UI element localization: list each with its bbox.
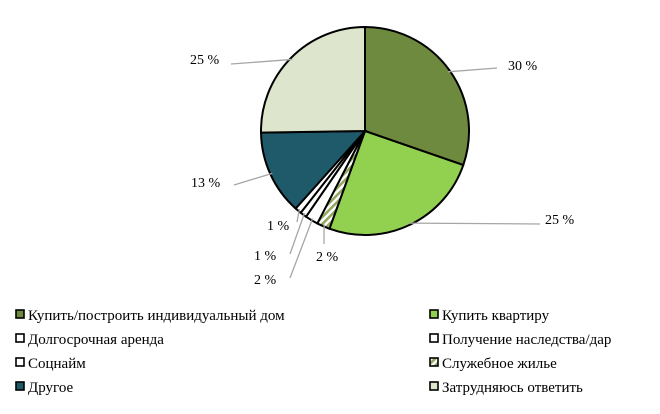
leader-line: [233, 172, 273, 186]
legend-swatch: [15, 333, 25, 343]
data-label: 1 %: [267, 219, 290, 234]
legend-swatch: [15, 381, 25, 391]
pie-slice: [364, 25, 470, 167]
legend-label: Купить квартиру: [442, 308, 550, 324]
leader-line: [296, 209, 301, 223]
legend-swatch: [15, 309, 25, 319]
legend-item: Другое: [15, 380, 73, 396]
leader-line: [448, 67, 498, 73]
legend-swatch: [15, 357, 25, 367]
leader-line: [230, 58, 293, 65]
data-label: 25 %: [190, 53, 220, 68]
pie-slice: [328, 129, 465, 236]
legend-item: Служебное жилье: [429, 356, 557, 372]
legend-label: Купить/построить индивидуальный дом: [28, 308, 285, 324]
legend-item: Купить/построить индивидуальный дом: [15, 308, 285, 324]
data-label: 25 %: [545, 213, 575, 228]
legend-label: Долгосрочная аренда: [28, 332, 164, 348]
legend-swatch: [429, 357, 439, 367]
data-label: 2 %: [254, 273, 277, 288]
legend-item: Сoцнайм: [15, 356, 86, 372]
legend-swatch: [429, 381, 439, 391]
legend-label: Сoцнайм: [28, 356, 86, 372]
leader-line: [289, 218, 314, 279]
legend-label: Служебное жилье: [442, 356, 557, 372]
pie-slice: [260, 25, 366, 134]
legend-item: Долгосрочная аренда: [15, 332, 164, 348]
legend-item: Купить квартиру: [429, 308, 550, 324]
legend-swatch: [429, 309, 439, 319]
legend-item: Получение наследства/дар: [429, 332, 611, 348]
data-label: 1 %: [254, 249, 277, 264]
leader-line: [289, 212, 306, 255]
data-label: 13 %: [191, 176, 221, 191]
leader-line: [408, 222, 541, 225]
legend-label: Получение наследства/дар: [442, 332, 611, 348]
legend-label: Другое: [28, 380, 73, 396]
data-label: 2 %: [316, 250, 339, 265]
legend-item: Затрудняюсь ответить: [429, 380, 583, 396]
legend-swatch: [429, 333, 439, 343]
legend-label: Затрудняюсь ответить: [442, 380, 583, 396]
data-label: 30 %: [508, 59, 538, 74]
